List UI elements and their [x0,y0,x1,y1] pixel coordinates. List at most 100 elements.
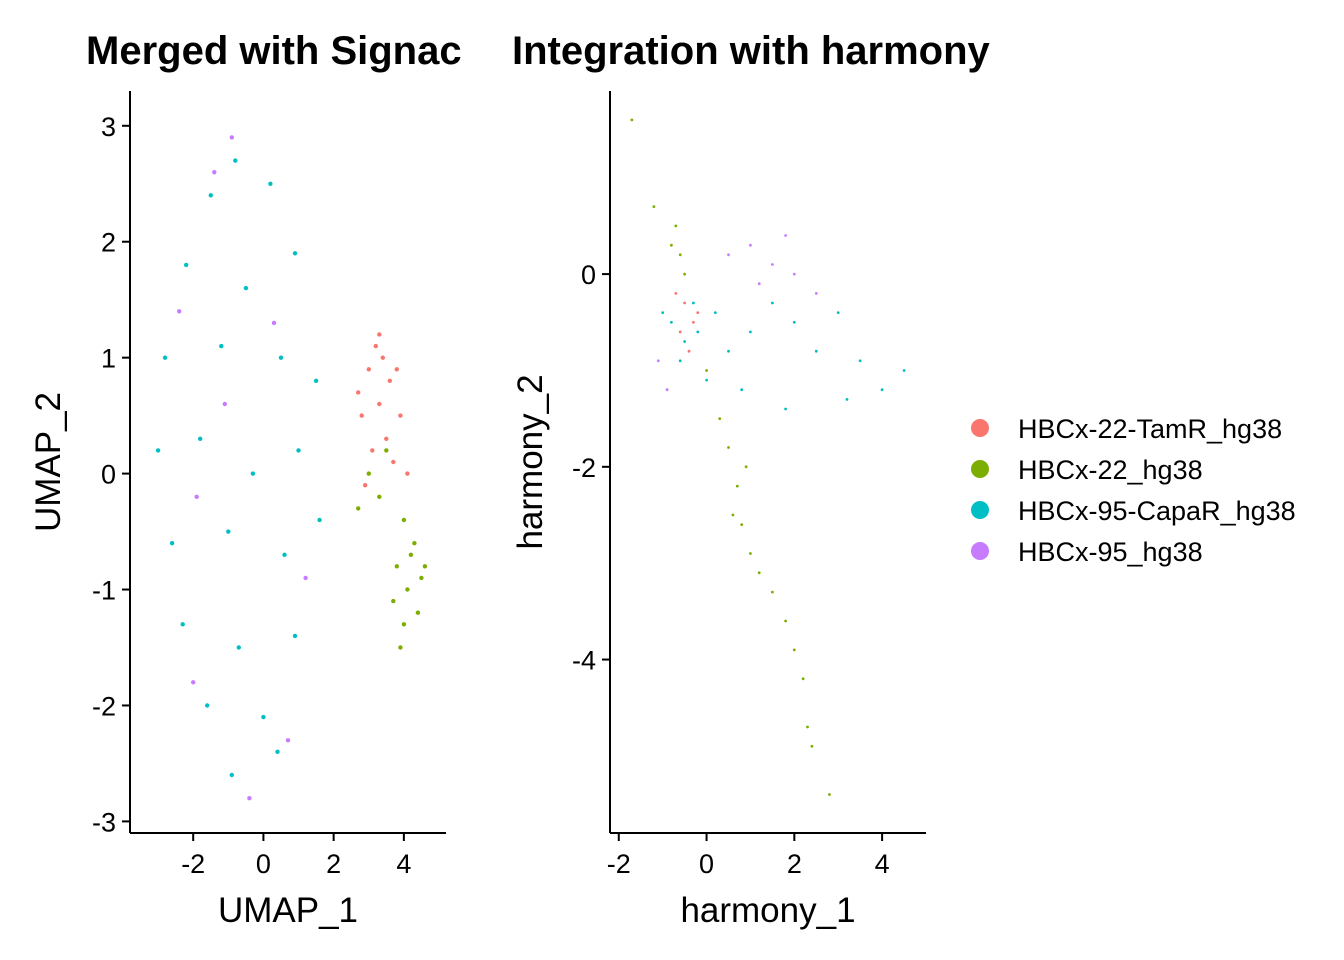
harmony-x-axis-title: harmony_1 [680,891,855,930]
scatter-point [292,633,298,639]
scatter-point [419,575,424,581]
scatter-point [845,398,849,401]
harmony-y-axis-title: harmony_2 [511,374,550,549]
legend-key-95 [971,542,989,560]
scatter-point [282,552,287,557]
scatter-point [678,330,682,334]
scatter-point [398,645,403,650]
scatter-point [749,552,752,555]
scatter-point [177,309,182,314]
scatter-point [366,367,371,372]
legend-label: HBCx-95-CapaR_hg38 [1018,496,1296,526]
scatter-point [313,378,319,383]
scatter-point [380,355,385,360]
y-tick-label: -2 [92,691,116,721]
scatter-point [801,677,805,681]
scatter-point [771,263,774,266]
scatter-point [902,369,906,372]
legend: HBCx-22-TamR_hg38 HBCx-22_hg38 HBCx-95-C… [971,414,1296,567]
scatter-point [194,494,199,499]
scatter-point [749,243,752,247]
scatter-point [377,401,382,407]
scatter-point [377,332,382,337]
scatter-point [222,401,227,407]
x-tick-label: 0 [256,849,271,879]
legend-item: HBCx-22-TamR_hg38 [971,414,1282,444]
scatter-point [229,135,234,140]
scatter-point [278,355,284,360]
legend-item: HBCx-22_hg38 [971,455,1203,485]
y-tick-label: 0 [581,260,596,290]
harmony-panel: -2 0 2 4 -4 -2 0 harmony_1 harmony_2 [511,91,926,930]
scatter-point [370,448,375,453]
scatter-point [792,272,796,276]
y-tick-label: 2 [101,228,116,258]
legend-item: HBCx-95_hg38 [971,537,1203,567]
scatter-point [415,610,421,615]
scatter-point [880,388,884,392]
scatter-point [735,484,739,488]
harmony-ticks: -2 0 2 4 -4 -2 0 [572,260,890,879]
scatter-point [356,390,361,395]
scatter-point [401,517,407,523]
scatter-point [678,253,682,257]
scatter-point [205,703,210,708]
x-tick-label: -2 [181,849,205,879]
y-tick-label: -2 [572,453,596,483]
y-tick-label: -1 [92,576,116,606]
legend-key-tamr [971,419,989,437]
harmony-plot-title: Integration with harmony [512,29,991,73]
scatter-point [683,301,686,305]
scatter-point [683,340,686,343]
scatter-point [212,170,217,175]
scatter-point [810,744,814,748]
scatter-point [678,359,682,363]
y-tick-label: 0 [101,460,116,490]
scatter-point [292,251,298,256]
scatter-point [387,378,392,383]
scatter-point [208,193,213,198]
scatter-point [652,205,656,209]
scatter-point [674,224,678,228]
legend-key-22 [971,460,989,478]
scatter-point [749,330,752,334]
x-tick-label: 0 [699,849,714,879]
scatter-point [412,541,417,546]
scatter-point [727,349,730,353]
scatter-point [784,234,787,237]
scatter-point [184,262,189,268]
scatter-point [731,513,735,517]
scatter-point [705,378,708,382]
scatter-point [405,587,410,592]
x-tick-label: -2 [607,849,631,879]
scatter-point [366,471,371,476]
scatter-point [180,622,185,627]
scatter-point [727,446,730,449]
scatter-point [687,349,691,353]
umap-y-axis-title: UMAP_2 [29,392,68,532]
scatter-point [303,575,308,581]
scatter-point [384,436,389,441]
x-tick-label: 4 [875,849,890,879]
scatter-point [155,448,161,453]
title-overlap-mask [482,24,512,76]
scatter-point [261,714,266,720]
scatter-point [401,622,407,627]
harmony-points [630,118,906,796]
scatter-point [296,448,301,453]
y-tick-label: -4 [572,646,596,676]
scatter-point [391,459,396,465]
umap-points [155,135,428,801]
scatter-point [317,517,322,523]
scatter-point [696,311,700,314]
scatter-point [792,320,796,324]
scatter-point [683,272,686,276]
scatter-point [792,648,796,652]
scatter-point [233,158,238,163]
scatter-point [236,645,241,650]
scatter-point [630,118,634,122]
umap-x-axis-title: UMAP_1 [218,891,358,930]
scatter-point [285,738,291,743]
scatter-point [757,571,761,575]
scatter-point [373,343,378,349]
